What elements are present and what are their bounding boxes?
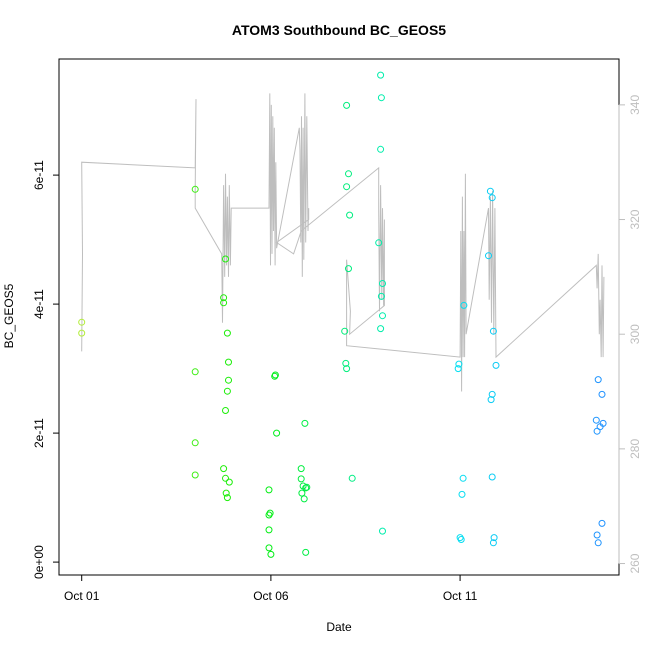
data-point	[302, 548, 310, 556]
y-axis-label: BC_GEOS5	[2, 283, 16, 348]
data-point	[220, 299, 228, 307]
data-point	[593, 531, 601, 539]
data-point	[594, 376, 602, 384]
data-point	[489, 327, 497, 335]
data-point	[191, 185, 199, 193]
data-point	[222, 489, 230, 497]
altitude-line	[81, 93, 605, 392]
y2-tick-label: 340	[628, 95, 642, 115]
y2-tick-label: 300	[628, 324, 642, 344]
chart-title: ATOM3 Southbound BC_GEOS5	[232, 22, 446, 38]
data-point	[377, 325, 385, 333]
data-point	[377, 145, 385, 153]
y-tick-label: 0e+00	[32, 545, 46, 579]
data-point	[271, 371, 279, 379]
data-point	[592, 416, 600, 424]
data-point	[488, 390, 496, 398]
data-point	[492, 361, 500, 369]
data-point	[457, 536, 465, 543]
data-point	[458, 490, 466, 498]
data-point	[455, 360, 463, 368]
axes-layer: Oct 01 Oct 06 Oct 11 0e+00 2e-11 4e-11 6e-11 26…	[32, 95, 642, 603]
data-point	[267, 550, 275, 558]
data-point	[298, 489, 306, 497]
data-point	[488, 473, 496, 481]
data-point	[303, 483, 311, 491]
data-point	[191, 439, 199, 447]
data-point	[460, 301, 468, 309]
data-point	[78, 329, 86, 337]
data-point	[490, 534, 498, 542]
x-axis-label: Date	[326, 620, 352, 634]
data-point	[459, 474, 467, 482]
y2-tick-label: 260	[628, 553, 642, 573]
data-point	[297, 475, 305, 483]
data-point	[379, 280, 386, 287]
data-point	[222, 255, 229, 263]
data-point	[342, 359, 350, 367]
data-point	[341, 327, 349, 335]
data-point	[485, 252, 492, 260]
data-point	[379, 527, 386, 535]
x-tick-label: Oct 01	[64, 589, 100, 603]
y-tick-label: 2e-11	[32, 418, 46, 448]
data-point	[343, 183, 351, 191]
data-point	[348, 474, 356, 482]
y-tick-label: 4e-11	[32, 289, 46, 319]
data-point	[265, 526, 273, 534]
y2-tick-label: 320	[628, 209, 642, 229]
data-point	[300, 495, 308, 503]
data-point	[223, 329, 231, 337]
data-point	[487, 396, 495, 404]
data-point	[297, 465, 305, 473]
plot-frame	[58, 58, 620, 576]
data-point	[266, 509, 274, 517]
data-point	[377, 71, 385, 79]
x-tick-label: Oct 06	[253, 589, 289, 603]
data-point	[377, 292, 385, 300]
data-point	[220, 465, 228, 473]
data-point	[379, 312, 386, 320]
data-point	[488, 194, 496, 202]
data-point	[346, 211, 354, 219]
data-point	[454, 365, 462, 373]
y-tick-label: 6e-11	[32, 160, 46, 190]
data-point	[265, 486, 273, 494]
data-point	[345, 265, 352, 273]
data-point	[301, 419, 309, 427]
altitude-line-layer	[81, 93, 605, 392]
y2-tick-label: 280	[628, 439, 642, 459]
data-point	[191, 368, 199, 376]
data-point	[225, 478, 233, 486]
data-point	[222, 474, 229, 482]
data-point	[343, 365, 351, 373]
data-point	[273, 429, 281, 437]
data-point	[486, 187, 494, 195]
data-point	[598, 519, 606, 527]
data-point	[225, 376, 232, 384]
data-point	[78, 318, 86, 326]
data-point	[343, 101, 351, 109]
data-point	[594, 539, 602, 547]
data-point	[265, 544, 273, 552]
data-point	[220, 294, 228, 302]
data-point	[191, 471, 199, 479]
points-layer	[78, 71, 607, 558]
data-point	[223, 494, 231, 502]
data-point	[225, 358, 232, 366]
data-point	[375, 239, 383, 247]
data-point	[222, 407, 229, 414]
data-point	[489, 539, 497, 547]
data-point	[223, 387, 231, 395]
data-point	[345, 170, 352, 178]
x-tick-label: Oct 11	[443, 589, 478, 603]
data-point	[593, 427, 601, 435]
data-point	[598, 390, 606, 398]
data-point	[377, 94, 385, 102]
